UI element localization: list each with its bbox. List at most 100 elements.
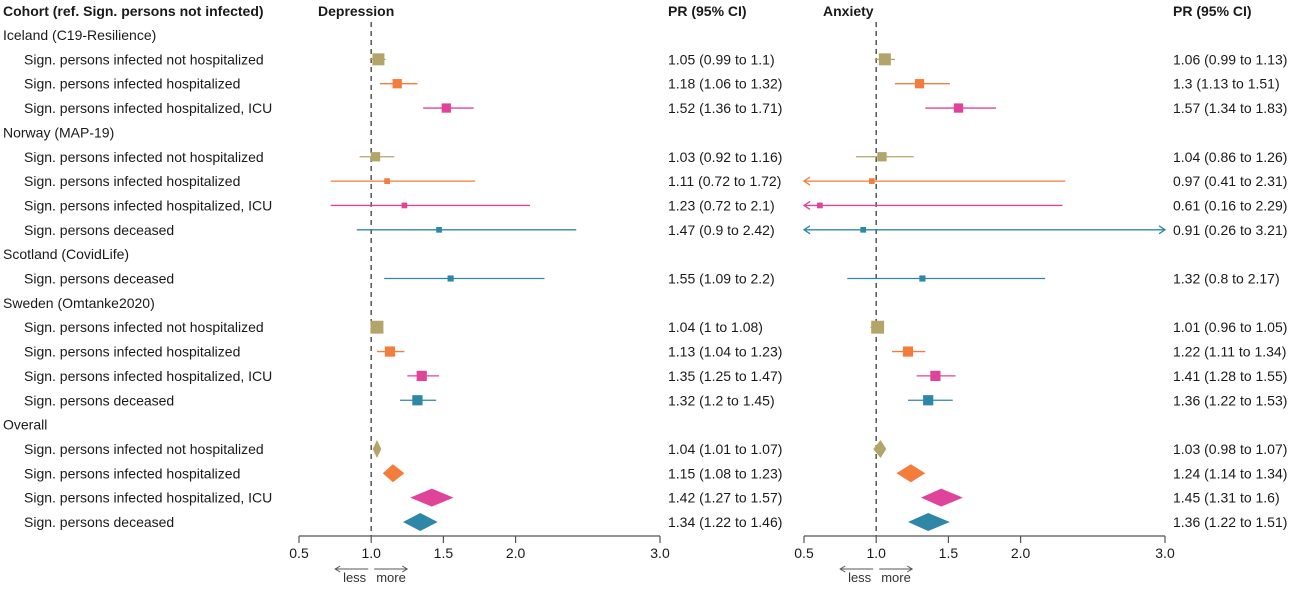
depression-summary-diamond [372,439,382,458]
depression-point-estimate [412,395,423,406]
anxiety-ci-text: 1.24 (1.14 to 1.34) [1173,465,1287,481]
anxiety-ci-text: 1.41 (1.28 to 1.55) [1173,368,1287,384]
depression-ci-text: 1.15 (1.08 to 1.23) [668,465,782,481]
depression-ci-text: 1.04 (1 to 1.08) [668,319,763,335]
depression-less-label: less [343,570,367,585]
group-label: Iceland (C19-Resilience) [3,27,156,43]
anxiety-point-estimate [878,53,891,66]
cohort-header: Cohort (ref. Sign. persons not infected) [3,3,264,19]
depression-ci-text: 1.11 (0.72 to 1.72) [668,173,781,189]
row-label: Sign. persons infected not hospitalized [24,149,264,165]
anxiety-ci-text: 1.06 (0.99 to 1.13) [1173,51,1287,67]
anxiety-ci-text: 0.97 (0.41 to 2.31) [1173,173,1287,189]
depression-ci-text: 1.52 (1.36 to 1.71) [668,100,782,116]
anxiety-point-estimate [871,320,885,334]
depression-point-estimate [447,275,454,282]
depression-tick-label: 2.0 [506,545,526,561]
row-label: Sign. persons infected not hospitalized [24,319,264,335]
depression-ci-text: 1.23 (0.72 to 2.1) [668,197,775,213]
row-label: Sign. persons infected hospitalized [24,465,240,481]
depression-summary-diamond [410,488,454,507]
depression-tick-label: 3.0 [650,545,670,561]
row-label: Sign. persons infected hospitalized, ICU [24,197,272,213]
anxiety-point-estimate [914,79,925,89]
anxiety-tick-label: 2.0 [1011,545,1031,561]
anxiety-point-estimate [930,370,941,381]
depression-less-arrow-icon [334,565,369,573]
anxiety-tick-label: 1.5 [939,545,959,561]
depression-ci-text: 1.13 (1.04 to 1.23) [668,344,782,360]
depression-ci-text: 1.35 (1.25 to 1.47) [668,368,782,384]
depression-tick-label: 1.5 [434,545,454,561]
anxiety-ci-header: PR (95% CI) [1173,3,1252,19]
depression-point-estimate [436,226,442,233]
depression-more-arrow-icon [374,565,409,573]
anxiety-point-estimate [953,103,964,113]
anxiety-ci-text: 1.01 (0.96 to 1.05) [1173,319,1287,335]
anxiety-tick-label: 1.0 [866,545,886,561]
anxiety-ci-text: 1.32 (0.8 to 2.17) [1173,271,1280,287]
depression-point-estimate [384,346,396,357]
depression-ci-text: 1.47 (0.9 to 2.42) [668,222,775,238]
anxiety-ci-text: 1.57 (1.34 to 1.83) [1173,100,1287,116]
group-label: Norway (MAP-19) [3,124,114,140]
anxiety-ci-text: 1.45 (1.31 to 1.6) [1173,490,1280,506]
anxiety-point-estimate [860,226,867,233]
row-label: Sign. persons infected not hospitalized [24,51,264,67]
anxiety-point-estimate [817,202,823,209]
anxiety-summary-diamond [907,513,950,531]
depression-point-estimate [392,79,402,89]
depression-ci-header: PR (95% CI) [668,3,747,19]
depression-point-estimate [401,202,408,209]
row-label: Sign. persons deceased [24,392,174,408]
group-label: Scotland (CovidLife) [3,246,129,262]
depression-summary-diamond [402,513,438,531]
row-label: Sign. persons deceased [24,222,174,238]
row-label: Sign. persons infected hospitalized [24,344,240,360]
depression-tick-label: 1.0 [361,545,381,561]
depression-tick-label: 0.5 [289,545,309,561]
row-label: Sign. persons deceased [24,271,174,287]
row-label: Sign. persons infected hospitalized, ICU [24,490,272,506]
depression-ci-text: 1.32 (1.2 to 1.45) [668,392,775,408]
anxiety-more-label: more [881,570,911,585]
anxiety-title: Anxiety [823,3,874,19]
anxiety-ci-text: 1.36 (1.22 to 1.51) [1173,514,1287,530]
anxiety-ci-left-arrow-icon [802,176,811,186]
depression-more-label: more [376,570,406,585]
anxiety-ci-text: 1.3 (1.13 to 1.51) [1173,76,1280,92]
depression-point-estimate [372,53,385,66]
depression-ci-text: 1.03 (0.92 to 1.16) [668,149,782,165]
anxiety-ci-left-arrow-icon [802,225,811,235]
depression-ci-text: 1.18 (1.06 to 1.32) [668,76,782,92]
anxiety-tick-label: 0.5 [794,545,814,561]
anxiety-ci-text: 1.03 (0.98 to 1.07) [1173,441,1287,457]
anxiety-less-arrow-icon [839,565,874,573]
anxiety-tick-label: 3.0 [1155,545,1175,561]
row-label: Sign. persons infected hospitalized, ICU [24,368,272,384]
depression-point-estimate [384,178,390,184]
anxiety-summary-diamond [920,488,963,507]
depression-summary-diamond [382,464,405,483]
depression-point-estimate [370,152,381,162]
row-label: Sign. persons infected hospitalized, ICU [24,100,272,116]
row-label: Sign. persons deceased [24,514,174,530]
anxiety-ci-text: 1.22 (1.11 to 1.34) [1173,344,1286,360]
depression-point-estimate [416,370,427,381]
depression-ci-text: 1.55 (1.09 to 2.2) [668,271,775,287]
anxiety-ci-left-arrow-icon [802,200,811,210]
anxiety-point-estimate [869,178,875,184]
depression-ci-text: 1.34 (1.22 to 1.46) [668,514,782,530]
anxiety-point-estimate [877,152,887,162]
depression-title: Depression [318,3,394,19]
anxiety-less-label: less [848,570,872,585]
anxiety-point-estimate [923,395,934,406]
anxiety-point-estimate [919,275,926,282]
anxiety-summary-diamond [873,439,887,458]
group-label: Sweden (Omtanke2020) [3,295,155,311]
group-label: Overall [3,417,47,433]
depression-ci-text: 1.42 (1.27 to 1.57) [668,490,782,506]
depression-ci-text: 1.04 (1.01 to 1.07) [668,441,782,457]
row-label: Sign. persons infected hospitalized [24,76,240,92]
anxiety-ci-text: 0.61 (0.16 to 2.29) [1173,197,1287,213]
